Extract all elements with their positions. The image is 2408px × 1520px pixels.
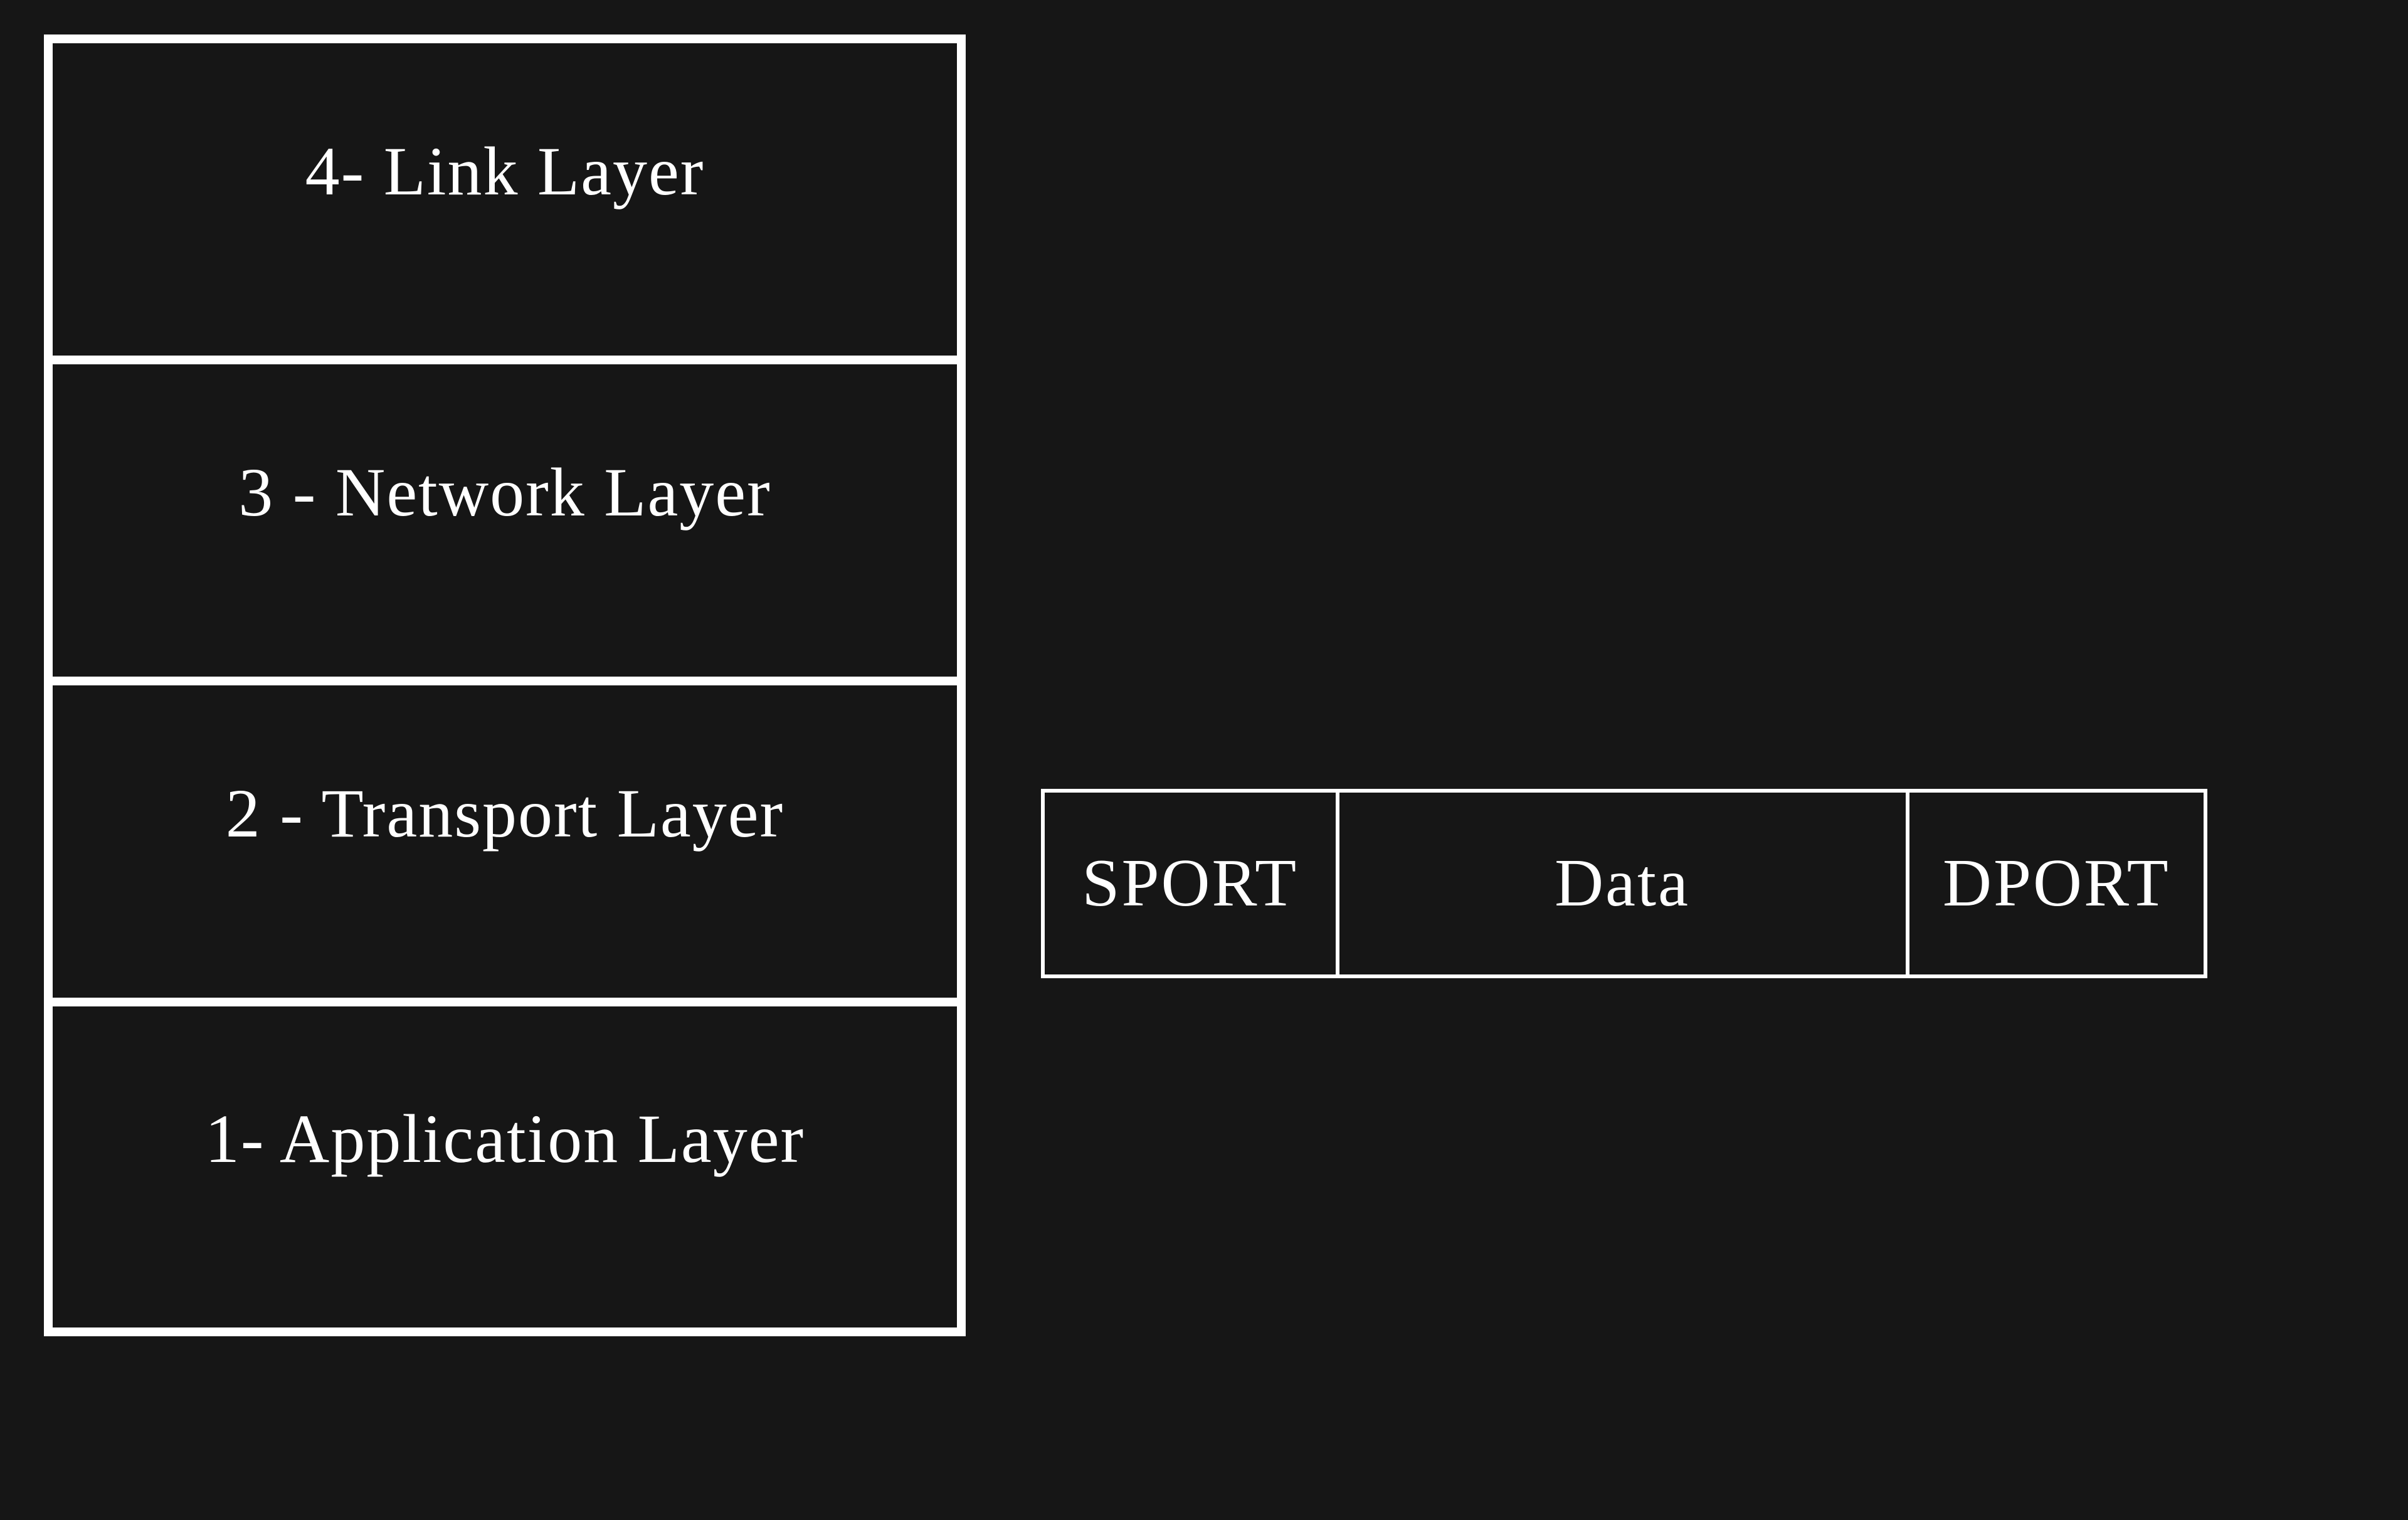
segment-cell-sport: SPORT [1045, 793, 1339, 974]
segment-label: DPORT [1943, 845, 2170, 922]
segment-label: SPORT [1082, 845, 1298, 922]
segment-packet: SPORT Data DPORT [1041, 789, 2207, 978]
layer-label: 1- Application Layer [205, 1099, 805, 1179]
layers-stack: 4- Link Layer 3 - Network Layer 2 - Tran… [44, 34, 966, 1336]
segment-cell-data: Data [1339, 793, 1909, 974]
layer-box-application: 1- Application Layer [53, 1006, 957, 1327]
layer-label: 3 - Network Layer [238, 453, 771, 532]
layer-box-network: 3 - Network Layer [53, 364, 957, 685]
layer-box-transport: 2 - Transport Layer [53, 685, 957, 1006]
layer-label: 2 - Transport Layer [226, 774, 784, 853]
segment-cell-dport: DPORT [1909, 793, 2204, 974]
segment-label: Data [1555, 845, 1690, 922]
layer-label: 4- Link Layer [305, 132, 705, 211]
layer-box-link: 4- Link Layer [53, 43, 957, 364]
